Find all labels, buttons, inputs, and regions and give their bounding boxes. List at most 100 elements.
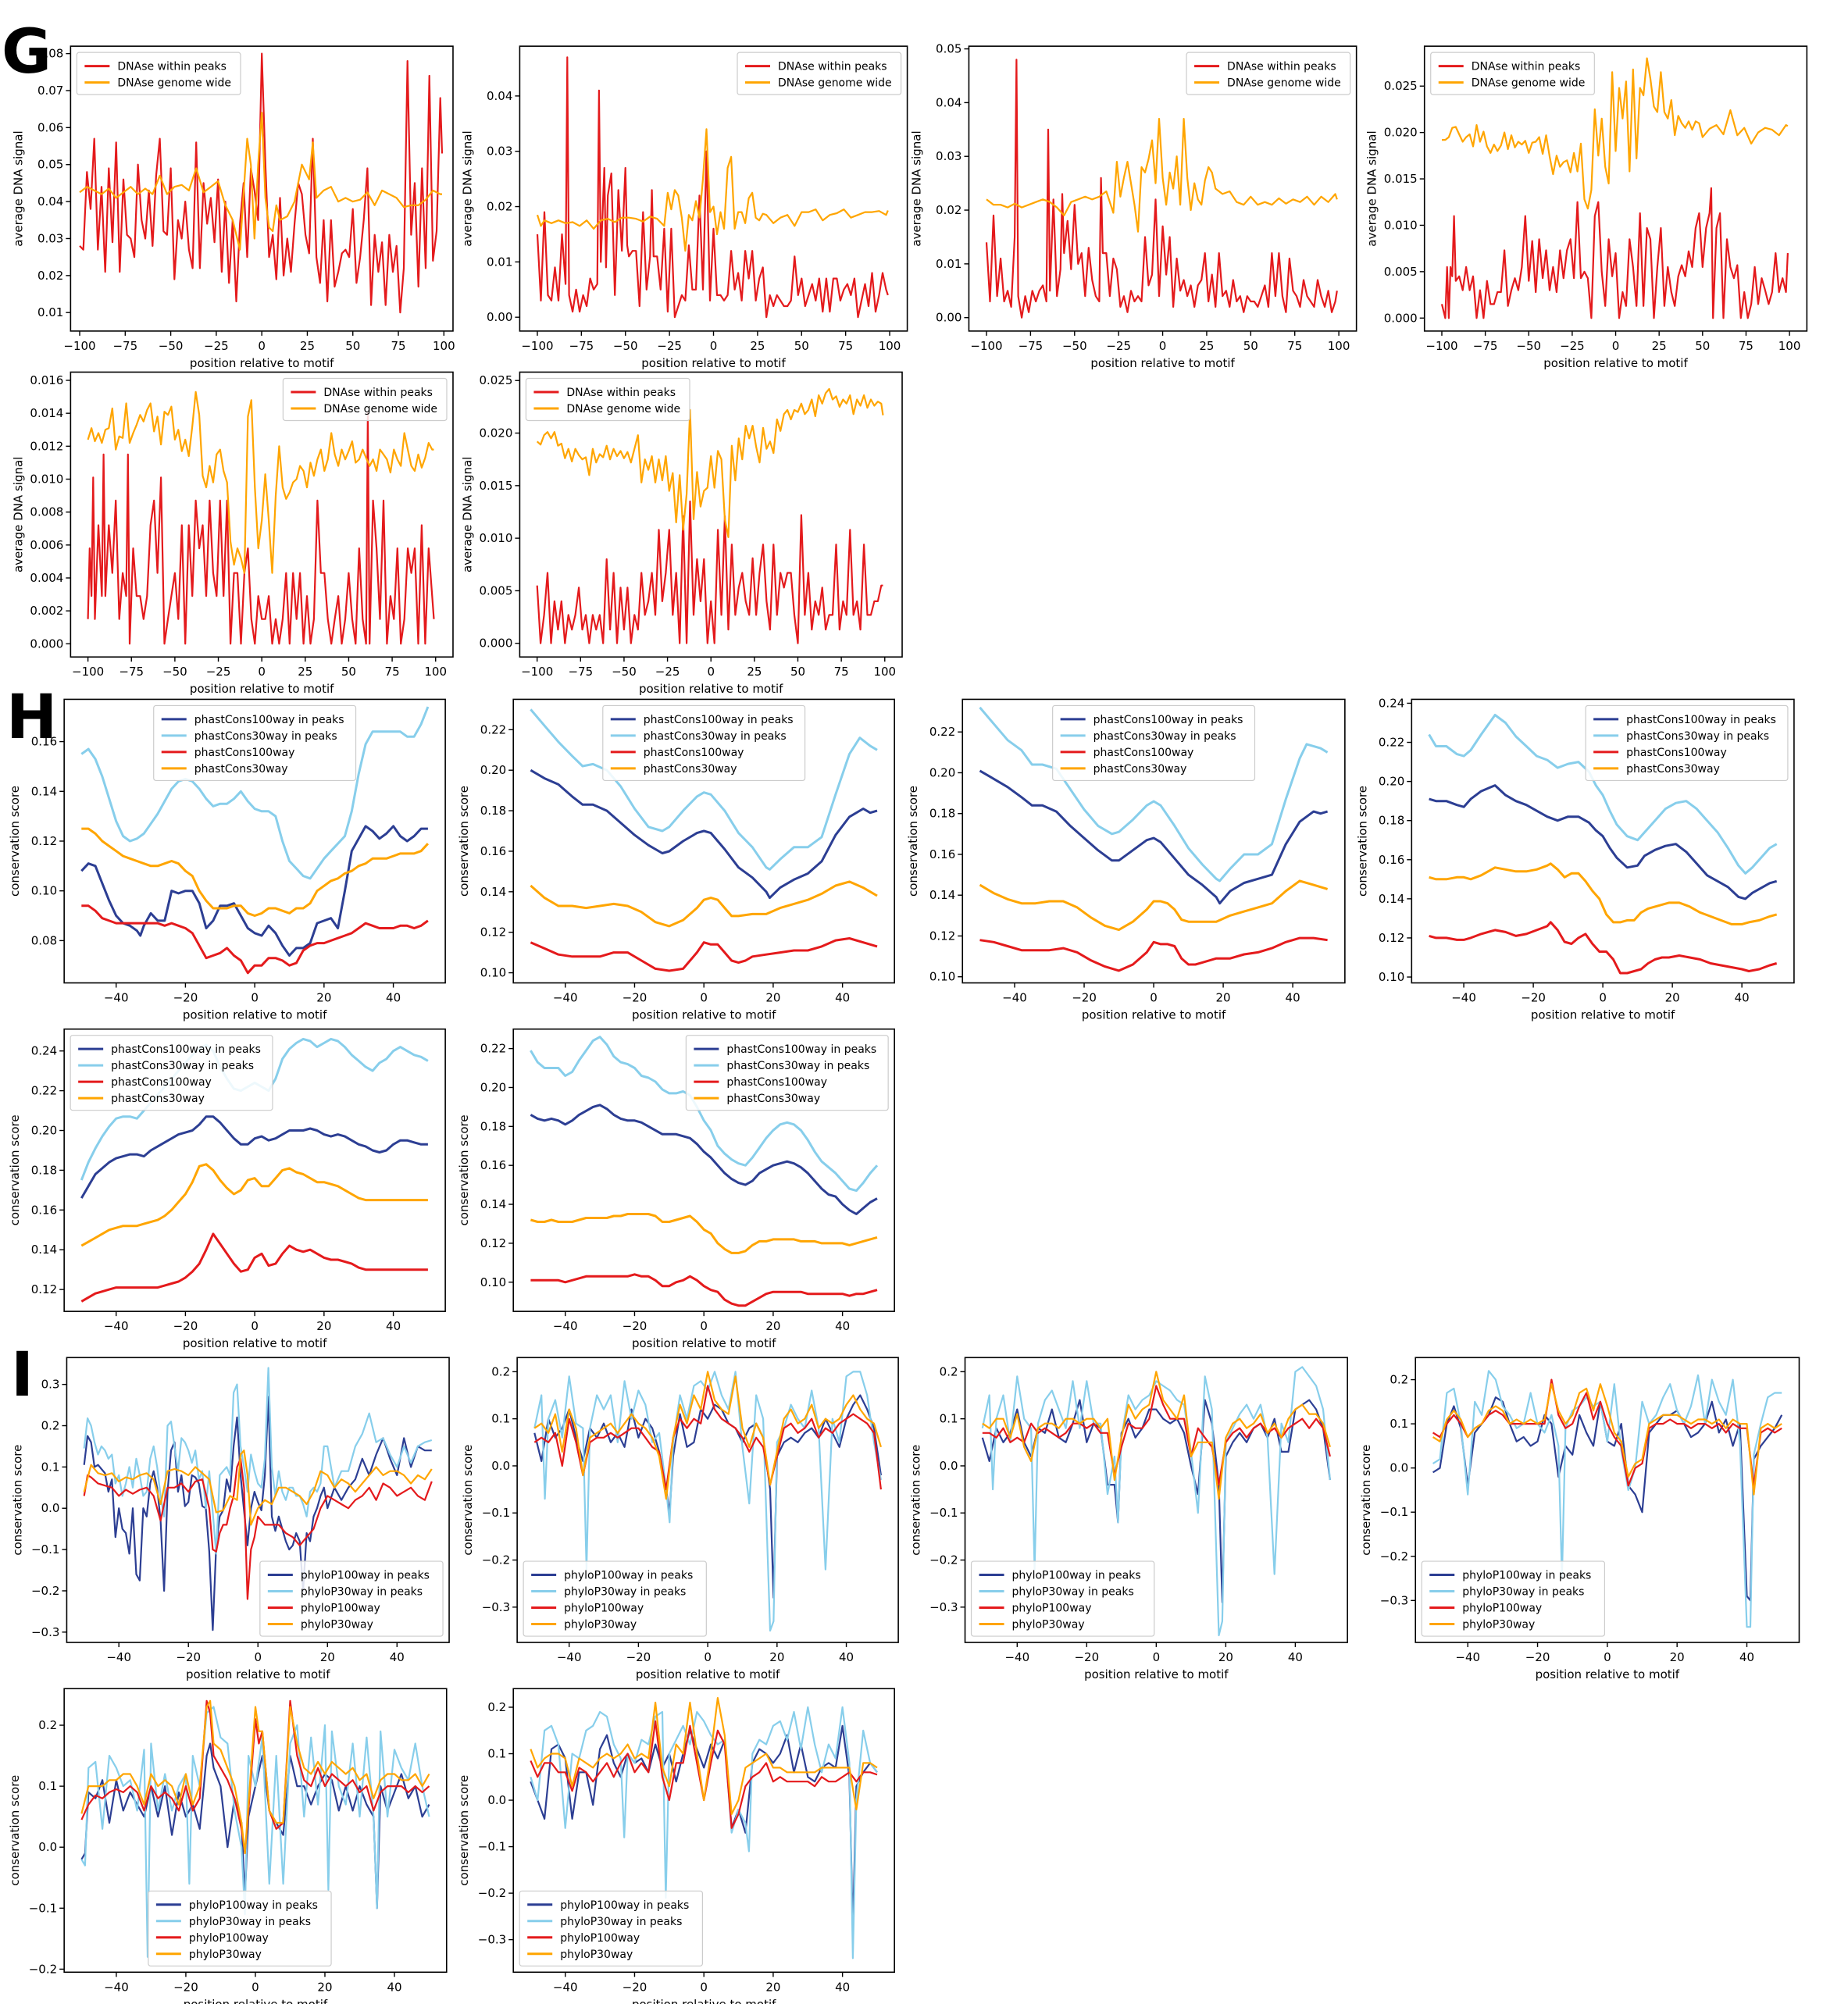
legend-label: DNAse within peaks bbox=[1472, 61, 1581, 73]
y-tick-label: 0.20 bbox=[31, 1124, 57, 1138]
y-tick-label: 0.010 bbox=[479, 531, 512, 545]
series-line-phastcons30way-in-peaks bbox=[979, 706, 1329, 883]
x-tick-label: 0 bbox=[258, 665, 266, 679]
chart-g4: −100 −75 −50 −25 0 25 50 75 100 0.000 0.005 0.010 0.… bbox=[1365, 45, 1808, 370]
legend-box bbox=[1585, 704, 1789, 782]
x-tick-label: 20 bbox=[316, 1319, 331, 1333]
x-tick-label: 25 bbox=[298, 665, 312, 679]
y-tick-label: 0.1 bbox=[940, 1412, 958, 1426]
legend-label: phyloP30way bbox=[1462, 1619, 1535, 1631]
legend: phyloP100way in peaks phyloP30way in peak… bbox=[523, 1560, 707, 1637]
y-tick-label: 0.0 bbox=[38, 1840, 57, 1854]
x-tick-label: −40 bbox=[1455, 1650, 1480, 1664]
legend-label: phastCons30way in peaks bbox=[1626, 730, 1769, 743]
y-tick-label: 0.002 bbox=[30, 604, 63, 618]
legend: DNAse within peaks DNAse genome wide bbox=[737, 52, 902, 95]
y-tick-label: −0.1 bbox=[1380, 1505, 1408, 1519]
y-tick-label: 0.22 bbox=[480, 1042, 506, 1056]
y-tick-label: 0.025 bbox=[1384, 79, 1418, 93]
chart-h5: −40 −20 0 20 40 0.12 0.14 0.16 0.18 0.20 0.22 0.24 p… bbox=[8, 1028, 446, 1350]
x-axis-label: position relative to motif bbox=[636, 1667, 780, 1681]
legend-label: phyloP100way bbox=[564, 1603, 644, 1615]
series-line-phylop30way-in-peaks bbox=[530, 1706, 878, 1959]
y-axis-label: conservation score bbox=[457, 1775, 471, 1886]
x-tick-label: −20 bbox=[173, 991, 198, 1005]
legend-label: phyloP100way bbox=[1462, 1603, 1542, 1615]
y-tick-label: 0.01 bbox=[936, 257, 961, 271]
chart-i5: −40 −20 0 20 40 −0.2 −0.1 0.0 0.1 0.2 position rel… bbox=[8, 1688, 448, 2004]
y-tick-label: 0.18 bbox=[480, 804, 506, 818]
y-tick-label: 0.2 bbox=[491, 1364, 510, 1378]
legend: phyloP100way in peaks phyloP30way in peak… bbox=[1421, 1560, 1606, 1637]
legend-label: phyloP100way in peaks bbox=[560, 1899, 689, 1912]
x-tick-label: −25 bbox=[655, 665, 680, 679]
y-tick-label: 0.008 bbox=[30, 505, 63, 519]
x-tick-label: −40 bbox=[1002, 991, 1027, 1005]
x-tick-label: −50 bbox=[162, 665, 187, 679]
series-line-phastcons100way bbox=[81, 904, 429, 975]
y-tick-label: 0.01 bbox=[487, 255, 512, 269]
legend-label: DNAse genome wide bbox=[1227, 77, 1341, 90]
y-axis-label: average DNA signal bbox=[460, 457, 474, 572]
legend-label: phyloP30way bbox=[1012, 1619, 1085, 1631]
y-tick-label: 0.025 bbox=[479, 373, 512, 387]
y-tick-label: 0.02 bbox=[37, 269, 63, 283]
legend-label: DNAse within peaks bbox=[117, 61, 227, 73]
y-tick-label: 0.05 bbox=[37, 158, 63, 172]
y-axis-label: conservation score bbox=[457, 786, 471, 897]
y-tick-label: −0.1 bbox=[478, 1840, 506, 1854]
y-tick-label: 0.1 bbox=[38, 1779, 57, 1793]
y-tick-label: 0.04 bbox=[936, 95, 961, 109]
legend-box bbox=[525, 377, 690, 422]
x-axis-label: position relative to motif bbox=[1090, 356, 1235, 370]
y-tick-label: 0.020 bbox=[479, 426, 512, 440]
section-label-g: G bbox=[2, 17, 52, 87]
y-tick-label: 0.015 bbox=[479, 479, 512, 493]
legend-box bbox=[148, 1890, 332, 1967]
series-line-phylop30way bbox=[530, 1697, 878, 1815]
series-line-phastcons100way-in-peaks bbox=[530, 1104, 878, 1215]
legend-label: phastCons30way bbox=[194, 763, 288, 776]
series-line-dnase-genome-wide bbox=[986, 118, 1338, 233]
legend-label: DNAse genome wide bbox=[1472, 77, 1586, 90]
y-tick-label: 0.12 bbox=[480, 925, 506, 940]
y-tick-label: 0.0 bbox=[487, 1793, 506, 1807]
x-tick-label: −20 bbox=[1521, 991, 1546, 1005]
legend-box bbox=[970, 1560, 1155, 1637]
legend-label: phyloP30way in peaks bbox=[301, 1586, 423, 1599]
x-tick-label: −20 bbox=[623, 1980, 648, 1994]
legend-label: phastCons100way in peaks bbox=[111, 1043, 261, 1056]
y-tick-label: −0.3 bbox=[482, 1600, 510, 1614]
y-tick-label: 0.16 bbox=[31, 1203, 57, 1217]
series-line-phastcons30way bbox=[530, 880, 878, 928]
legend-label: phastCons100way in peaks bbox=[1093, 714, 1243, 726]
series-line-phylop30way bbox=[1432, 1383, 1782, 1496]
y-tick-label: 0.03 bbox=[37, 231, 63, 245]
legend-box bbox=[76, 52, 241, 95]
x-tick-label: 100 bbox=[873, 665, 896, 679]
x-tick-label: 20 bbox=[317, 1980, 332, 1994]
y-tick-label: 0.005 bbox=[1384, 265, 1418, 279]
y-axis-label: conservation score bbox=[1359, 1445, 1373, 1556]
x-axis-label: position relative to motif bbox=[183, 1008, 327, 1022]
y-tick-label: 0.14 bbox=[1379, 892, 1404, 906]
y-tick-label: 0.20 bbox=[480, 1080, 506, 1094]
x-tick-label: −25 bbox=[204, 339, 229, 353]
y-tick-label: 0.20 bbox=[929, 765, 955, 779]
y-tick-label: 0.1 bbox=[41, 1460, 60, 1474]
y-tick-label: 0.010 bbox=[1384, 218, 1418, 232]
legend-label: phastCons30way bbox=[726, 1093, 820, 1105]
series-line-phastcons100way bbox=[80, 1232, 428, 1303]
legend: DNAse within peaks DNAse genome wide bbox=[1430, 52, 1595, 95]
chart-i2: −40 −20 0 20 40 −0.3 −0.2 −0.1 0.0 0.1 0.2 position… bbox=[461, 1357, 899, 1681]
y-tick-label: 0.18 bbox=[31, 1163, 57, 1177]
series-line-phastcons30way bbox=[1429, 862, 1778, 925]
legend-label: phyloP30way bbox=[560, 1949, 633, 1961]
series-line-phylop100way-in-peaks bbox=[1432, 1396, 1783, 1602]
legend-box bbox=[259, 1560, 444, 1637]
y-tick-label: 0.020 bbox=[1384, 126, 1418, 140]
legend-box bbox=[519, 1890, 704, 1967]
x-tick-label: 50 bbox=[794, 339, 809, 353]
x-tick-label: 20 bbox=[769, 1650, 784, 1664]
